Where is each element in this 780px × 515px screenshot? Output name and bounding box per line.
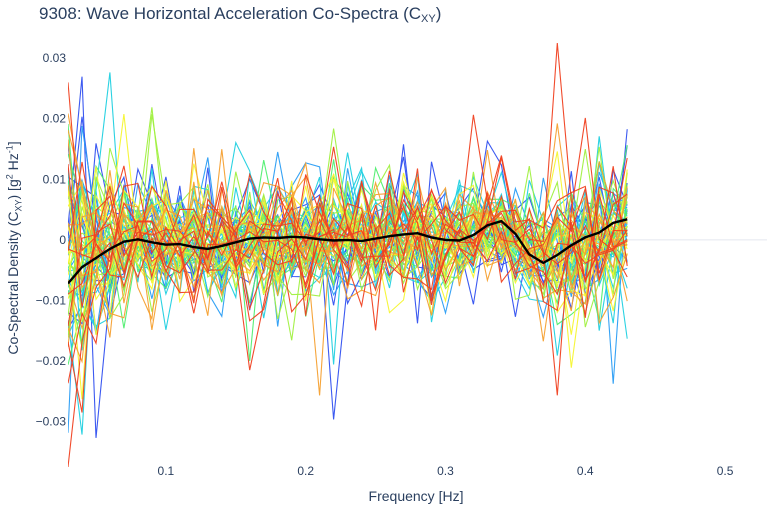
x-axis-label: Frequency [Hz] <box>368 488 464 504</box>
spectrum-line <box>68 168 628 320</box>
y-tick-label: −0.03 <box>36 415 67 429</box>
x-tick-label: 0.1 <box>158 464 175 478</box>
y-axis-label-part2: ) [g <box>4 179 21 200</box>
y-axis-label-part4: ] <box>4 141 21 146</box>
y-tick-label: −0.01 <box>36 293 67 307</box>
x-tick-label: 0.3 <box>437 464 454 478</box>
y-tick-label: −0.02 <box>36 354 67 368</box>
x-tick-label: 0.5 <box>717 464 734 478</box>
chart-title-subscript: XY <box>421 13 436 25</box>
y-tick-label: 0.01 <box>43 172 67 186</box>
chart-title-suffix: ) <box>435 4 442 23</box>
chart-title-text: 9308: Wave Horizontal Acceleration Co-Sp… <box>39 4 422 23</box>
spectrum-line <box>68 82 628 331</box>
spectrum-line <box>68 186 628 327</box>
spectrum-line <box>68 173 628 335</box>
spectrum-line <box>68 114 628 283</box>
spectrum-line <box>68 157 628 468</box>
y-axis-label-sub: XY <box>13 199 24 212</box>
spectrum-line <box>68 188 628 364</box>
y-axis-label-sup2: -1 <box>4 145 15 154</box>
y-tick-label: 0.03 <box>43 51 67 65</box>
y-axis-label-part1: Co-Spectral Density (C <box>4 211 21 355</box>
spectrum-line <box>68 146 628 299</box>
spectrum-line <box>68 180 628 304</box>
y-axis-label-sup1: 2 <box>4 174 15 180</box>
mean-line <box>68 218 628 285</box>
x-tick-label: 0.4 <box>577 464 594 478</box>
x-tick-label: 0.2 <box>297 464 314 478</box>
y-axis-label-part3: Hz <box>4 153 21 175</box>
y-tick-label: 0.02 <box>43 112 67 126</box>
y-axis-label: Co-Spectral Density (CXY) [g2 Hz-1] <box>4 141 23 354</box>
y-tick-label: 0 <box>59 233 66 247</box>
chart-title: 9308: Wave Horizontal Acceleration Co-Sp… <box>39 4 441 25</box>
